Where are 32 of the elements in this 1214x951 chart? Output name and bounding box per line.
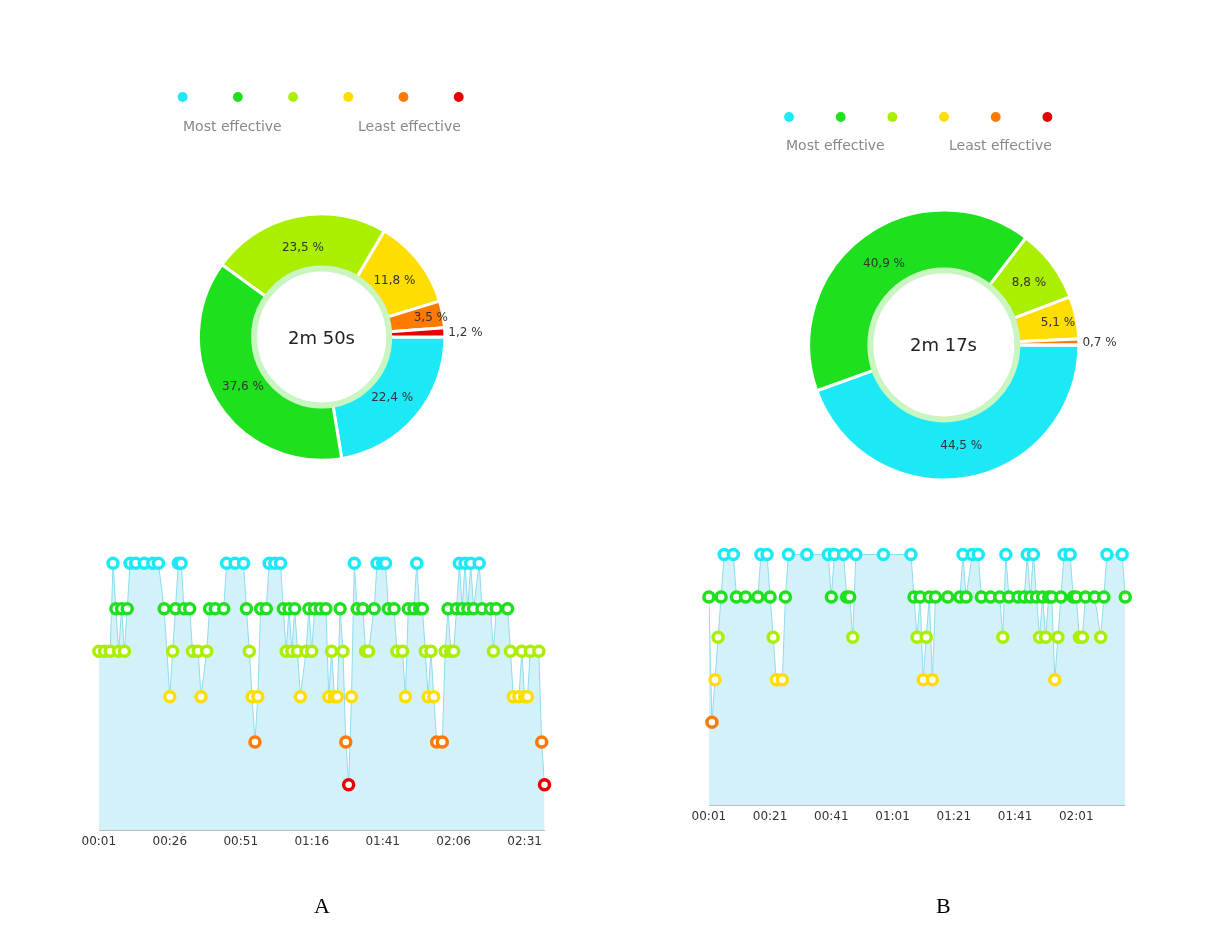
x-tick-label: 00:26 — [152, 834, 188, 849]
x-tick-label: 02:31 — [507, 834, 542, 849]
text: Most effective — [786, 137, 885, 153]
text: Least effective — [358, 118, 461, 134]
data-label: 37,6 % — [222, 378, 264, 393]
text: B — [936, 893, 951, 918]
x-tick-label: 00:01 — [691, 809, 727, 824]
x-tick-label: 00:51 — [223, 834, 259, 849]
text: 2m 50s — [288, 327, 355, 348]
x-tick-label: 02:01 — [1058, 809, 1094, 824]
data-label: 23,5 % — [281, 239, 324, 254]
x-tick-label: 01:21 — [936, 809, 972, 824]
x-tick-label: 00:41 — [814, 809, 849, 824]
x-tick-label: 00:01 — [81, 834, 117, 849]
x-tick-label: 02:06 — [436, 834, 471, 849]
x-tick-label: 01:16 — [294, 834, 330, 849]
x-tick-label: 00:21 — [752, 809, 788, 824]
data-label: 8,8 % — [1011, 274, 1047, 289]
data-label: 0,7 % — [1082, 335, 1117, 350]
text: A — [314, 893, 330, 918]
data-label: 1,2 % — [448, 325, 483, 340]
text: Most effective — [183, 118, 282, 134]
data-label: 22,4 % — [371, 389, 414, 404]
x-tick-label: 01:41 — [997, 809, 1033, 824]
data-label: 11,8 % — [373, 273, 416, 288]
data-label: 40,9 % — [863, 256, 905, 271]
text: Least effective — [949, 137, 1052, 153]
text: 2m 17s — [910, 334, 977, 355]
x-tick-label: 01:01 — [875, 809, 910, 824]
data-label: 5,1 % — [1040, 314, 1076, 329]
x-tick-label: 01:41 — [365, 834, 400, 849]
data-label: 44,5 % — [940, 437, 983, 452]
